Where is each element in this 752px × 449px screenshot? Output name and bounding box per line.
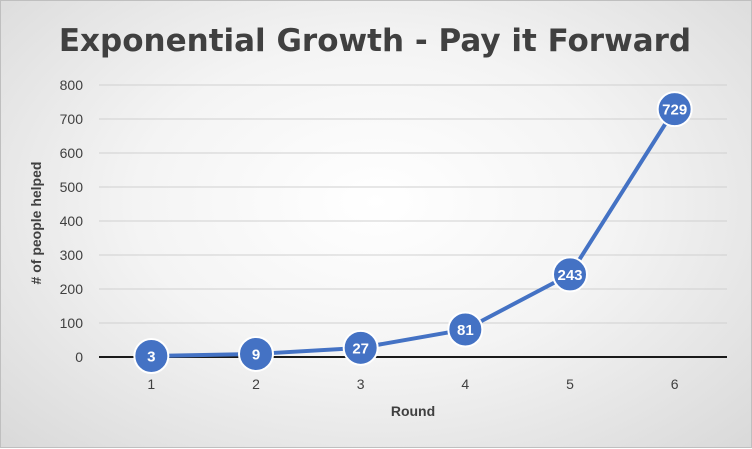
gridlines [99,84,727,324]
y-tick-label: 800 [60,77,84,93]
data-point [238,335,274,372]
y-axis-ticks: 0 100 200 300 400 500 600 700 800 [60,77,84,365]
data-label: 729 [662,102,687,119]
data-label: 27 [352,340,369,357]
y-tick-label: 200 [60,281,84,297]
data-point [133,337,170,374]
data-label: 9 [252,346,260,363]
data-point [342,329,379,366]
data-points: 3 9 27 81 243 729 [133,91,693,374]
y-tick-label: 600 [60,145,84,161]
series-line [151,108,677,358]
x-tick-label: 3 [357,376,365,392]
data-point [552,256,588,293]
y-tick-label: 300 [60,247,84,263]
data-label: 243 [557,267,582,284]
x-tick-label: 1 [147,376,155,392]
x-axis-label: Round [391,403,435,419]
x-tick-label: 4 [461,376,469,392]
x-tick-label: 2 [252,376,260,392]
x-axis-ticks: 1 2 3 4 5 6 [147,376,678,392]
x-tick-label: 5 [566,376,574,392]
data-label: 81 [457,322,474,339]
x-tick-label: 6 [671,376,679,392]
data-label: 3 [147,348,155,365]
y-tick-label: 100 [60,315,84,331]
y-tick-label: 700 [60,111,84,127]
y-tick-label: 500 [60,179,84,195]
data-point [656,91,693,128]
y-tick-label: 0 [75,349,83,365]
y-tick-label: 400 [60,213,84,229]
data-point [447,311,484,348]
y-axis-label: # of people helped [28,162,44,285]
chart-title: Exponential Growth - Pay it Forward [59,23,691,59]
